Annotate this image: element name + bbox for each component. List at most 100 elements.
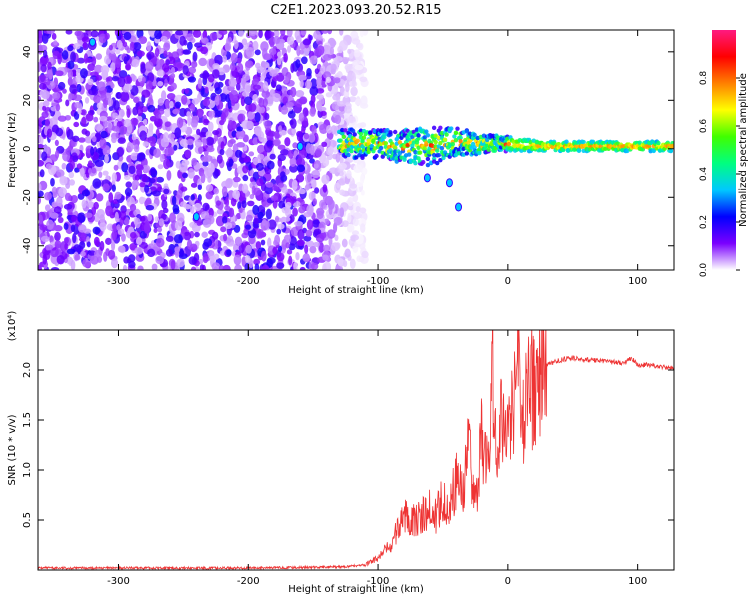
spectrogram-cell xyxy=(295,173,305,183)
spectrogram-cell xyxy=(347,115,356,124)
spectrogram-cell xyxy=(214,87,222,95)
spectrogram-cell xyxy=(333,216,343,226)
spectrogram-cell xyxy=(343,260,348,268)
spectrogram-cell xyxy=(181,159,190,166)
spectrogram-cell xyxy=(111,172,117,183)
spectrogram-cell xyxy=(264,53,271,60)
spectrogram-cell xyxy=(350,86,358,97)
spectrogram-cell xyxy=(164,121,171,128)
spectrogram-cell xyxy=(287,149,294,159)
spectrogram-cell xyxy=(248,30,257,37)
spectrogram-cell xyxy=(191,61,198,68)
spectrogram-cell xyxy=(46,30,55,35)
spectrogram-cell xyxy=(104,32,110,40)
spectrogram-cell xyxy=(378,145,384,151)
spectrogram-cell xyxy=(416,133,421,138)
spectrogram-cell xyxy=(111,135,117,144)
spectrogram-cell xyxy=(348,96,357,103)
spectrogram-cell xyxy=(187,168,195,179)
spectrogram-cell xyxy=(344,105,352,114)
spectrogram-cell xyxy=(197,111,204,118)
spectrogram-cell xyxy=(244,224,252,230)
spectrogram-cell xyxy=(220,141,225,150)
spectrogram-cell xyxy=(188,66,197,74)
spectrogram-cell xyxy=(265,181,274,188)
spectrogram-cell xyxy=(180,186,188,192)
spectrogram-cell xyxy=(253,217,259,225)
spectrogram-cell xyxy=(93,116,99,123)
spectrogram-cell xyxy=(286,45,291,53)
spectrogram-cell xyxy=(47,69,53,80)
spectrogram-cell xyxy=(414,140,420,145)
spectrogram-cell xyxy=(159,153,165,163)
spectrogram-cell xyxy=(145,204,155,211)
spectrogram-cell xyxy=(68,171,75,179)
spectrogram-cell xyxy=(147,30,156,37)
spectrogram-cell xyxy=(58,187,68,198)
spectrogram-cell xyxy=(54,139,59,147)
spectrogram-cell xyxy=(157,227,163,233)
spectrogram-cell xyxy=(296,45,301,57)
spectrogram-cell xyxy=(277,153,286,162)
spectrogram-cell xyxy=(107,97,113,107)
spectrogram-cell xyxy=(179,35,187,46)
spectrogram-cell xyxy=(144,61,154,72)
spectrogram-cell xyxy=(194,139,202,148)
spectrogram-cell xyxy=(136,152,144,162)
spectrogram-cell xyxy=(312,241,320,248)
spectrogram-cell xyxy=(422,135,427,140)
spectrogram-cell xyxy=(59,175,68,186)
spectrogram-cell xyxy=(153,148,161,158)
spectrogram-cell xyxy=(90,30,99,38)
spectrogram-cell xyxy=(166,170,172,181)
spectrogram-cell xyxy=(134,246,144,255)
spectrogram-cell xyxy=(244,82,251,94)
spectrogram-cell xyxy=(438,140,443,146)
spectrogram-cell xyxy=(123,56,128,65)
spectrogram-cell xyxy=(79,68,88,79)
spectrogram-cell xyxy=(314,68,319,75)
spectrogram-cell xyxy=(273,35,281,45)
spectrogram-cell xyxy=(397,140,403,145)
spectrogram-cell xyxy=(280,171,286,178)
spectrogram-cell xyxy=(205,131,213,139)
spectrogram-cell xyxy=(366,138,371,143)
spectrogram-cell xyxy=(266,160,275,170)
spectrogram-cell xyxy=(245,120,254,130)
spectrogram-cell xyxy=(305,229,313,237)
spectrogram-cell xyxy=(258,97,265,108)
spectrogram-cell xyxy=(266,131,274,142)
colorbar: 0.0 0.2 0.4 0.6 0.8 Normalized spectral ampl… xyxy=(699,30,749,277)
spectrogram-cell xyxy=(90,146,95,156)
spectrogram-cell xyxy=(333,77,341,84)
spectrogram-cell xyxy=(130,152,138,161)
spectrogram-cell xyxy=(176,189,183,199)
spectrogram-cell xyxy=(142,118,148,125)
spectrogram-cell xyxy=(123,83,133,91)
spectrogram-cell xyxy=(269,153,276,160)
spectrogram-cell xyxy=(100,65,110,74)
spectrogram-cell xyxy=(66,248,76,255)
spectrogram-cell xyxy=(346,74,354,80)
spectrogram-cell xyxy=(147,72,155,83)
spectrogram-cell xyxy=(215,200,221,206)
spectrogram-cell xyxy=(350,128,356,134)
spectrogram-cell xyxy=(328,205,333,215)
spectrogram-cell xyxy=(115,48,121,55)
spectrogram-cell xyxy=(309,106,316,117)
spectrogram-cell xyxy=(102,119,108,128)
spectrogram-cell xyxy=(275,215,280,223)
spectrogram-cell xyxy=(62,88,67,94)
spectrogram-cell xyxy=(264,220,270,230)
y-tick-label: -40 xyxy=(22,238,33,254)
spectrogram-cell xyxy=(267,96,274,105)
spectrogram-cell xyxy=(341,238,348,248)
spectrogram-cell xyxy=(235,82,241,91)
spectrogram-cell xyxy=(40,235,50,243)
spectrogram-cell xyxy=(272,246,278,255)
spectrogram-cell xyxy=(257,211,264,219)
spectrogram-cell xyxy=(87,168,93,174)
spectrogram-cell xyxy=(170,66,176,74)
spectrogram-cell xyxy=(197,184,202,191)
spectrogram-cell xyxy=(91,56,97,66)
